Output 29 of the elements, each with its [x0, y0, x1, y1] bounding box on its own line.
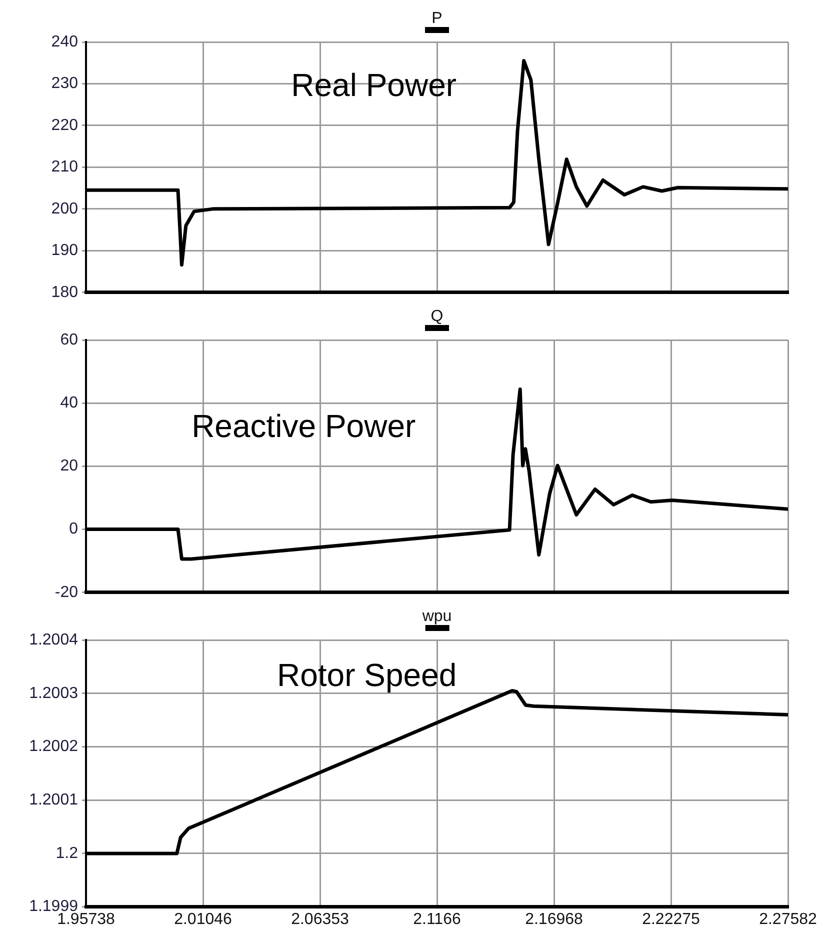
y-tick-label: 1.2003	[29, 684, 78, 702]
y-tick-label: 40	[60, 394, 78, 412]
annotation: Real Power	[291, 66, 457, 103]
y-tick-label: 230	[51, 75, 78, 92]
x-tick-label: 2.1166	[413, 910, 461, 928]
y-tick-label: 210	[51, 158, 78, 176]
x-tick-label: 2.16968	[525, 910, 584, 928]
y-tick-label: 1.2	[56, 844, 78, 862]
x-tick-label: 2.22275	[642, 910, 700, 928]
y-tick-label: 220	[51, 116, 78, 134]
x-tick-label: 2.01046	[174, 910, 232, 928]
x-tick-label: 2.27582	[759, 910, 818, 928]
x-tick-label: 2.06353	[291, 910, 350, 928]
annotation: Rotor Speed	[276, 657, 457, 694]
y-tick-label: 200	[51, 200, 78, 218]
y-tick-label: 180	[51, 284, 78, 301]
y-tick-label: 60	[60, 331, 78, 348]
y-tick-label: 0	[69, 520, 78, 538]
y-tick-label: 240	[51, 33, 78, 50]
y-tick-label: 1.2002	[29, 738, 78, 756]
annotation: Reactive Power	[192, 408, 416, 444]
y-tick-label: -20	[54, 584, 78, 601]
text: P	[432, 10, 442, 27]
text: Q	[430, 308, 444, 325]
text: wpu	[422, 608, 452, 625]
y-tick-label: 190	[51, 242, 78, 260]
y-tick-label: 1.2001	[29, 791, 78, 808]
y-tick-label: 1.2004	[29, 631, 78, 648]
y-tick-label: 20	[60, 458, 78, 475]
